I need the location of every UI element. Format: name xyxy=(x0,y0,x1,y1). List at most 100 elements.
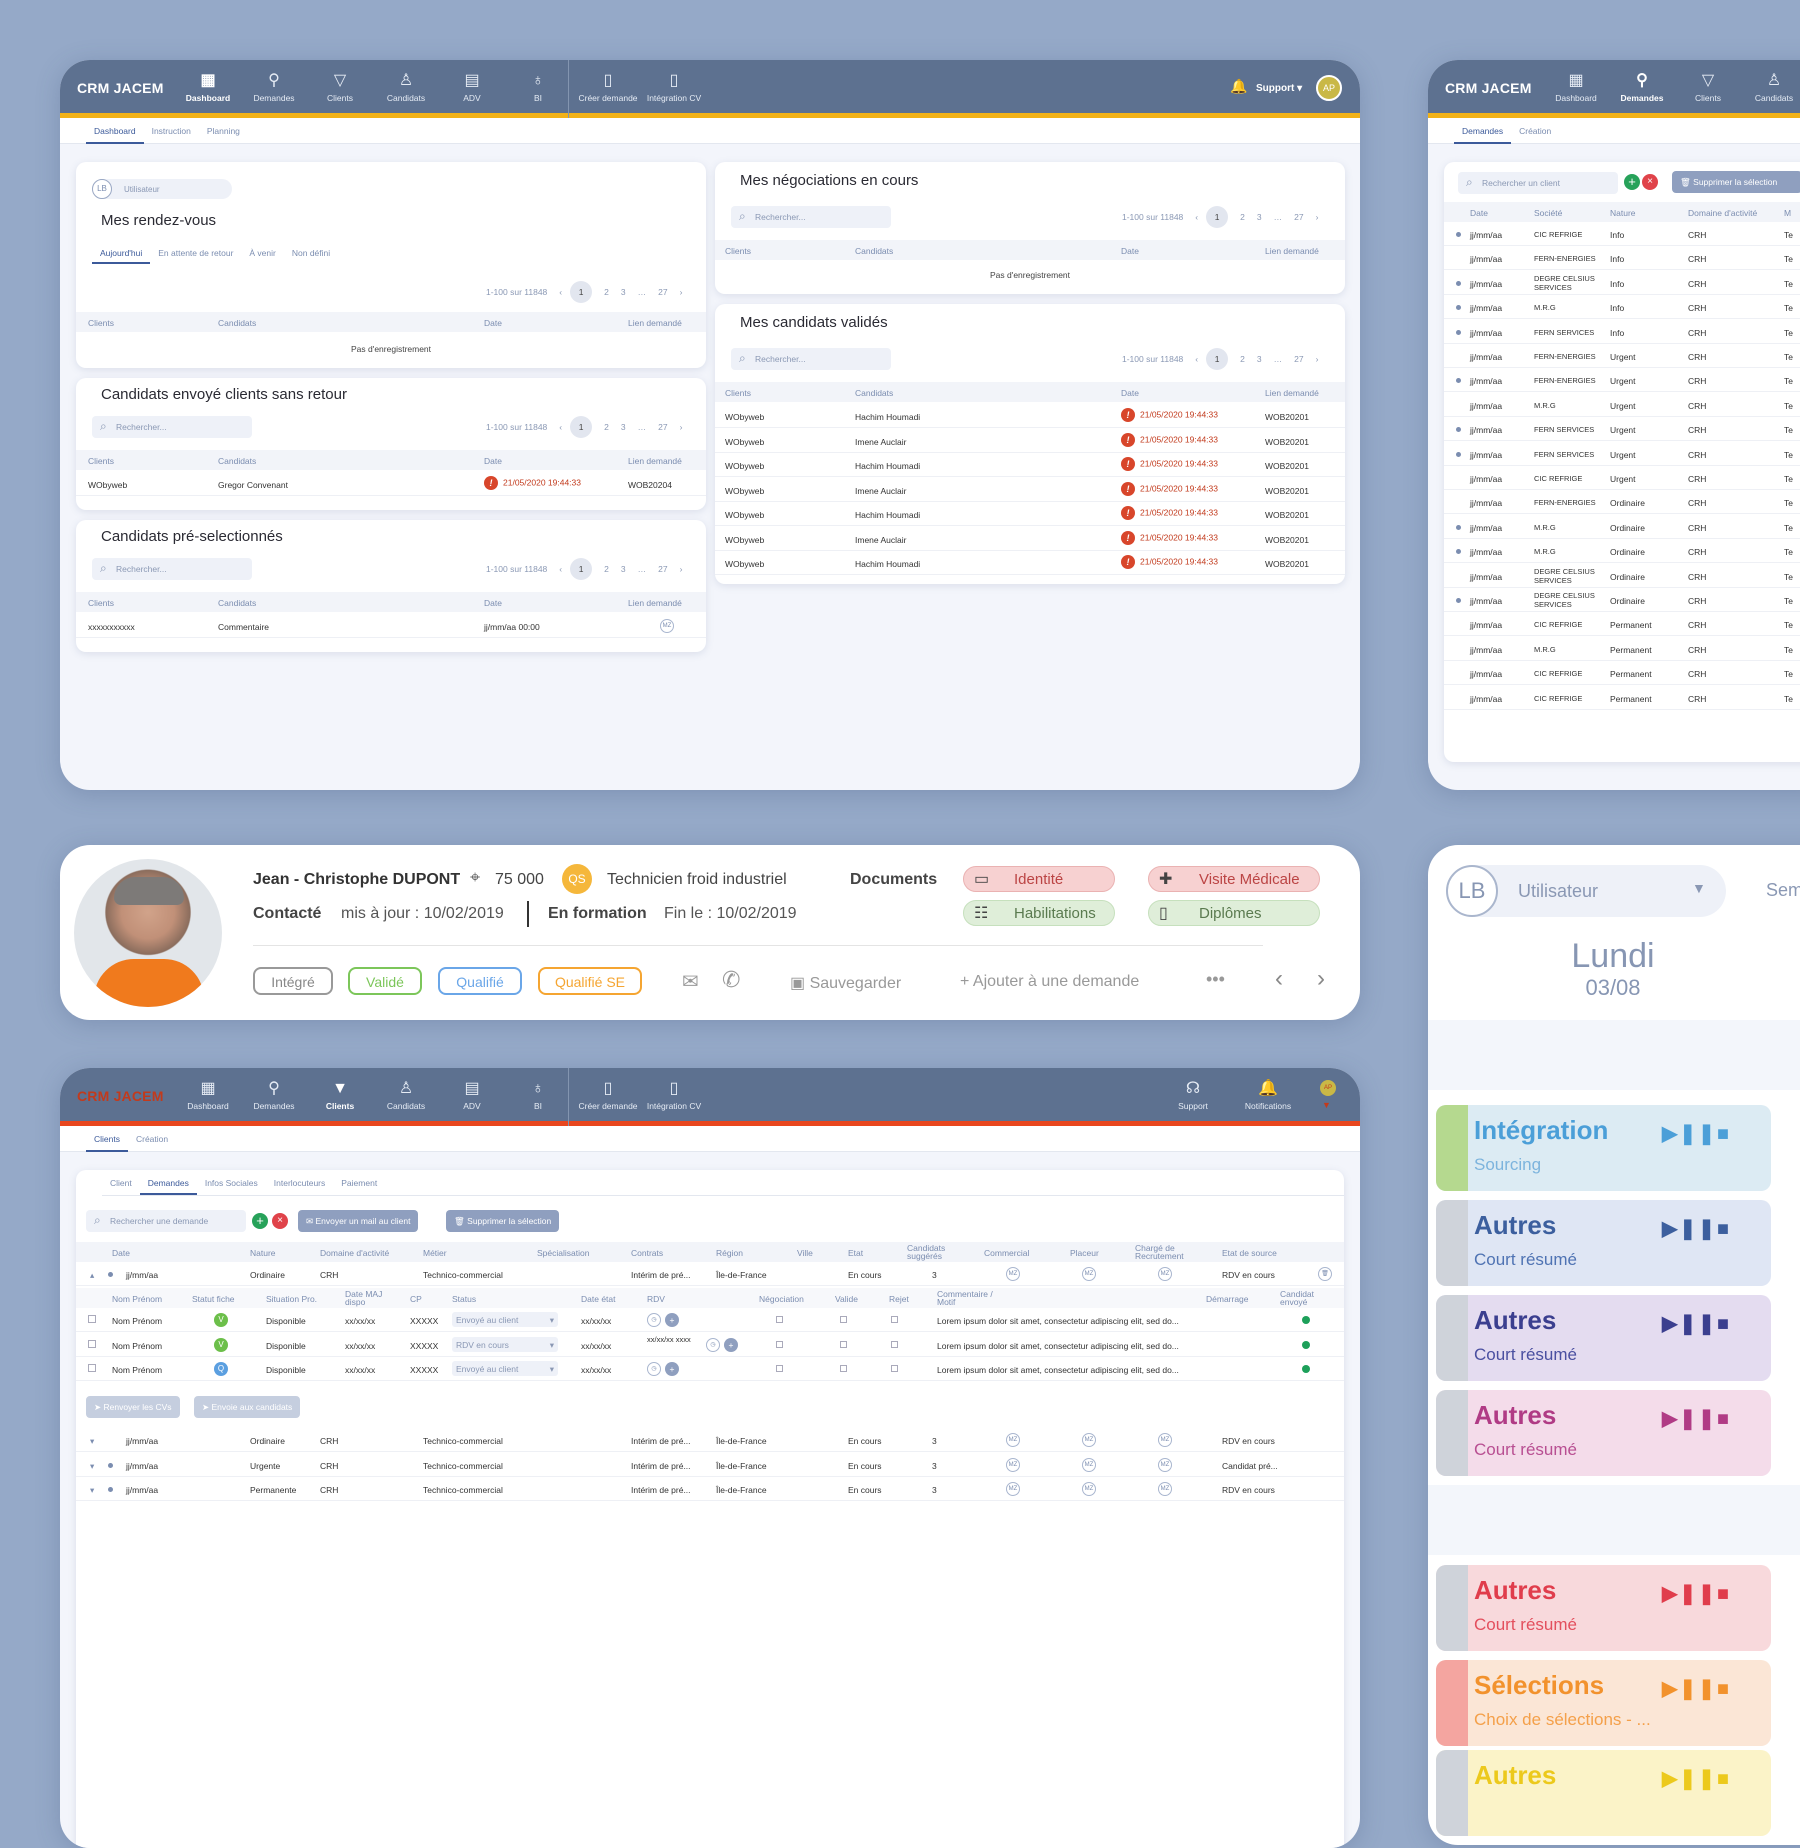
tag-qualifie[interactable]: Qualifié xyxy=(438,967,522,995)
table-row[interactable]: WObyweb Imene Auclair! 21/05/2020 19:44:33… xyxy=(715,429,1345,453)
tab-interlocuteurs[interactable]: Interlocuteurs xyxy=(273,1178,326,1188)
table-row[interactable]: jj/mm/aa CIC REFRIGE Permanent CRH Te xyxy=(1444,612,1800,637)
user-select[interactable]: LB Utilisateur ▼ xyxy=(1446,865,1726,917)
page-3[interactable]: 3 xyxy=(620,287,626,297)
nav-bi[interactable]: ♁ BI xyxy=(505,1080,571,1111)
tab-clients[interactable]: Clients xyxy=(86,1126,128,1152)
nav-dashboard[interactable]: ▦ Dashboard xyxy=(1543,72,1609,103)
nav-demandes[interactable]: ⚲ Demandes xyxy=(241,72,307,103)
schedule-item[interactable]: Intégration Sourcing ▶❚❚■ xyxy=(1436,1105,1771,1191)
send-mail-button[interactable]: ✉ Envoyer un mail au client xyxy=(298,1210,419,1232)
chevron-down-icon[interactable]: ▼ xyxy=(1322,1100,1331,1110)
table-row[interactable]: WObyweb Hachim Houmadi! 21/05/2020 19:44:3… xyxy=(715,453,1345,477)
table-row[interactable]: jj/mm/aa CIC REFRIGE Permanent CRH Te xyxy=(1444,686,1800,710)
table-row[interactable]: WObyweb Gregor Convenant ! 21/05/2020 19:4… xyxy=(76,472,706,496)
table-row[interactable]: jj/mm/aa FERN-ENERGIES Ordinaire CRH Te xyxy=(1444,490,1800,515)
schedule-item[interactable]: Autres Court résumé ▶❚❚■ xyxy=(1436,1565,1771,1651)
tab-planning[interactable]: Planning xyxy=(206,126,240,136)
tag-valide[interactable]: Validé xyxy=(348,967,422,995)
search-input[interactable]: Rechercher... xyxy=(731,206,891,228)
tab-client[interactable]: Client xyxy=(110,1178,132,1188)
page-1[interactable]: 1 xyxy=(570,281,593,303)
page-27[interactable]: 27 xyxy=(658,287,668,297)
nav-clients[interactable]: ▼ Clients xyxy=(307,1080,373,1111)
nav-candidats[interactable]: ♙ Candidats xyxy=(1741,72,1800,103)
table-row[interactable]: jj/mm/aa FERN SERVICES Urgent CRH Te xyxy=(1444,442,1800,466)
next-icon[interactable]: › xyxy=(1317,965,1325,992)
table-row[interactable]: jj/mm/aa FERN SERVICES Info CRH Te xyxy=(1444,320,1800,344)
table-row[interactable]: jj/mm/aa FERN SERVICES Urgent CRH Te xyxy=(1444,417,1800,442)
nav-integration-cv[interactable]: ▯ Intégration CV xyxy=(641,1080,707,1111)
phone-icon[interactable]: ✆ xyxy=(722,967,741,992)
table-row[interactable]: WObyweb Hachim Houmadi! 21/05/2020 19:44:3… xyxy=(715,551,1345,575)
table-row[interactable]: ▾ jj/mm/aa Permanente CRH Technico-commercia… xyxy=(76,1477,1344,1501)
table-row[interactable]: jj/mm/aa FERN-ENERGIES Info CRH Te xyxy=(1444,246,1800,271)
nav-creer-demande[interactable]: ▯ Créer demande xyxy=(575,1080,641,1111)
user-select[interactable]: LB Utilisateur xyxy=(92,179,232,199)
nav-clients[interactable]: ▽ Clients xyxy=(1675,72,1741,103)
table-row[interactable]: WObyweb Imene Auclair! 21/05/2020 19:44:33… xyxy=(715,527,1345,551)
search-input[interactable]: Rechercher... xyxy=(731,348,891,370)
table-row[interactable]: jj/mm/aa DEGRE CELSIUS SERVICES Ordinaire C… xyxy=(1444,564,1800,588)
candidate-row[interactable]: Nom Prénom V Disponible xx/xx/xx XXXXX Envoyé… xyxy=(76,1308,1344,1332)
table-row[interactable]: WObyweb Imene Auclair! 21/05/2020 19:44:33… xyxy=(715,478,1345,502)
nav-bi[interactable]: ♁ BI xyxy=(505,72,571,103)
table-row[interactable]: jj/mm/aa M.R.G Ordinaire CRH Te xyxy=(1444,539,1800,564)
tag-integre[interactable]: Intégré xyxy=(253,967,333,995)
avatar[interactable]: AP xyxy=(1320,1080,1336,1096)
save-button[interactable]: ▣ Sauvegarder xyxy=(790,975,902,992)
next-icon[interactable]: › xyxy=(679,287,683,297)
table-row[interactable]: jj/mm/aa M.R.G Urgent CRH Te xyxy=(1444,393,1800,417)
table-row[interactable]: jj/mm/aa M.R.G Info CRH Te xyxy=(1444,295,1800,320)
nav-demandes[interactable]: ⚲ Demandes xyxy=(1609,72,1675,103)
nav-clients[interactable]: ▽ Clients xyxy=(307,72,373,103)
doc-visite-medicale[interactable]: ✚ Visite Médicale xyxy=(1148,866,1320,892)
table-row[interactable]: jj/mm/aa DEGRE CELSIUS SERVICES Info CRH Te xyxy=(1444,271,1800,295)
table-row[interactable]: WObyweb Hachim Houmadi! 21/05/2020 19:44:3… xyxy=(715,502,1345,526)
table-row[interactable]: jj/mm/aa M.R.G Permanent CRH Te xyxy=(1444,637,1800,661)
bell-icon[interactable]: 🔔 xyxy=(1230,78,1248,94)
table-row[interactable]: ▾ jj/mm/aa Ordinaire CRH Technico-commercial… xyxy=(76,1428,1344,1452)
nav-adv[interactable]: ▤ ADV xyxy=(439,72,505,103)
tab-paiement[interactable]: Paiement xyxy=(341,1178,378,1188)
nav-candidats[interactable]: ♙ Candidats xyxy=(373,1080,439,1111)
resend-cv-button[interactable]: ➤ Renvoyer les CVs xyxy=(86,1396,180,1418)
tab-infos-sociales[interactable]: Infos Sociales xyxy=(204,1178,258,1188)
doc-diplomes[interactable]: ▯ Diplômes xyxy=(1148,900,1320,926)
week-tab[interactable]: Sem xyxy=(1766,880,1800,900)
close-icon[interactable]: × xyxy=(1642,174,1658,190)
nav-notifications[interactable]: 🔔 Notifications xyxy=(1228,1080,1308,1111)
nav-creer-demande[interactable]: ▯ Créer demande xyxy=(575,72,641,103)
schedule-item[interactable]: Autres Court résumé ▶❚❚■ xyxy=(1436,1200,1771,1286)
mail-icon[interactable]: ✉ xyxy=(682,971,699,993)
table-row[interactable]: jj/mm/aa CIC REFRIGE Permanent CRH Te xyxy=(1444,661,1800,686)
tab-avenir[interactable]: À venir xyxy=(249,248,276,258)
tab-instruction[interactable]: Instruction xyxy=(151,126,191,136)
table-row[interactable]: ▴ jj/mm/aa Ordinaire CRH Technico-commercia… xyxy=(76,1262,1344,1286)
page-2[interactable]: 2 xyxy=(604,287,609,297)
table-row[interactable]: ▾ jj/mm/aa Urgente CRH Technico-commercial In… xyxy=(76,1453,1344,1477)
tab-dashboard[interactable]: Dashboard xyxy=(86,118,144,144)
doc-habilitations[interactable]: ☷ Habilitations xyxy=(963,900,1115,926)
nav-dashboard[interactable]: ▦ Dashboard xyxy=(175,1080,241,1111)
candidate-row[interactable]: Nom Prénom V Disponible xx/xx/xx XXXXX RDV en… xyxy=(76,1333,1344,1357)
prev-icon[interactable]: ‹ xyxy=(1275,965,1283,992)
table-row[interactable]: jj/mm/aa M.R.G Ordinaire CRH Te xyxy=(1444,515,1800,539)
search-input[interactable]: Rechercher... xyxy=(92,558,252,580)
tab-aujourdhui[interactable]: Aujourd'hui xyxy=(92,244,151,264)
delete-selection-button[interactable]: 🗑 Supprimer la sélection xyxy=(446,1210,560,1232)
doc-identite[interactable]: ▭ Identité xyxy=(963,866,1115,892)
add-icon[interactable]: + xyxy=(1624,174,1640,190)
search-input[interactable]: Rechercher une demande xyxy=(86,1210,246,1232)
tab-attente[interactable]: En attente de retour xyxy=(158,248,234,258)
table-row[interactable]: WObyweb Hachim Houmadi! 21/05/2020 19:44:3… xyxy=(715,404,1345,428)
tag-qualifie-se[interactable]: Qualifié SE xyxy=(538,967,642,995)
table-row[interactable]: jj/mm/aa CIC REFRIGE Urgent CRH Te xyxy=(1444,466,1800,490)
table-row[interactable]: xxxxxxxxxxx Commentaire jj/mm/aa 00:00 MZ xyxy=(76,614,706,638)
nav-demandes[interactable]: ⚲ Demandes xyxy=(241,1080,307,1111)
more-icon[interactable]: ••• xyxy=(1206,969,1225,989)
tab-demandes[interactable]: Demandes xyxy=(139,1170,197,1195)
nav-candidats[interactable]: ♙ Candidats xyxy=(373,72,439,103)
nav-dashboard[interactable]: ▦ Dashboard xyxy=(175,72,241,103)
nav-integration-cv[interactable]: ▯ Intégration CV xyxy=(641,72,707,103)
